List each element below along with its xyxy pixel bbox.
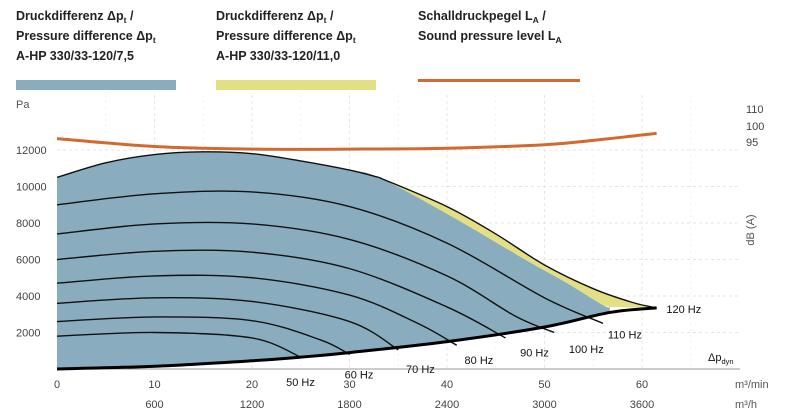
x-unit-primary: m³/min xyxy=(735,379,769,391)
areas xyxy=(56,151,657,369)
legend-item-11-0: Druckdifferenz Δpt / Pressure difference… xyxy=(216,9,376,90)
legend-sound-line1: Schalldruckpegel LA / xyxy=(418,9,546,25)
legend-item-7-5: Druckdifferenz Δpt / Pressure difference… xyxy=(16,9,176,90)
legend-7-5-line2: Pressure difference Δpt xyxy=(16,29,156,45)
right-tick-label: 95 xyxy=(746,137,758,149)
speed-curve xyxy=(56,249,506,339)
speed-curve xyxy=(56,221,555,334)
x-tick-label: 10 xyxy=(148,379,160,391)
speed-label: 60 Hz xyxy=(345,369,374,381)
x-tick-label: 30 xyxy=(343,379,355,391)
x-tick-label: 20 xyxy=(246,379,258,391)
x-unit-secondary: m³/h xyxy=(735,399,757,411)
legend-sound-swatch xyxy=(418,79,580,82)
x-tick-label-secondary: 3600 xyxy=(630,399,654,411)
speed-label: 110 Hz xyxy=(608,329,642,341)
legend-7-5-swatch xyxy=(16,80,176,90)
legend-item-sound: Schalldruckpegel LA / Sound pressure lev… xyxy=(418,9,580,82)
y-axis-ticks: 2000 4000 6000 8000 10000 12000 xyxy=(16,145,47,340)
x-tick-label-secondary: 1800 xyxy=(337,399,361,411)
y-tick-label: 12000 xyxy=(16,145,47,157)
curve-labels: 120 Hz 110 Hz 100 Hz 90 Hz 80 Hz 70 Hz 60 Hz 50… xyxy=(286,304,701,389)
legend-11-0-line3: A-HP 330/33-120/11,0 xyxy=(216,49,340,63)
x-tick-label: 40 xyxy=(441,379,453,391)
speed-label: 100 Hz xyxy=(569,344,604,356)
legend-11-0-line2: Pressure difference Δpt xyxy=(216,29,356,45)
legend: Druckdifferenz Δpt / Pressure difference… xyxy=(16,9,580,90)
speed-label: 90 Hz xyxy=(520,348,549,360)
right-axis-label: dB (A) xyxy=(745,214,757,245)
x-tick-label-secondary: 2400 xyxy=(435,399,459,411)
x-tick-label-secondary: 3000 xyxy=(532,399,556,411)
legend-11-0-line1: Druckdifferenz Δpt / xyxy=(216,9,334,25)
system-curve xyxy=(56,306,657,371)
y-tick-label: 8000 xyxy=(16,218,40,230)
x-tick-label: 60 xyxy=(636,379,648,391)
x-tick-label: 50 xyxy=(538,379,550,391)
speed-curve xyxy=(56,274,458,346)
speed-label: 120 Hz xyxy=(666,304,701,316)
speed-curve xyxy=(56,316,350,356)
y-tick-label: 2000 xyxy=(16,328,40,340)
speed-label: 80 Hz xyxy=(465,355,494,367)
y-tick-label: 10000 xyxy=(16,182,47,194)
x-tick-label-secondary: 1200 xyxy=(240,399,264,411)
x-axis-primary-ticks: 0 10 20 30 40 50 60 xyxy=(54,379,648,391)
sound-level-line xyxy=(56,131,657,151)
right-axis-ticks: 110 100 95 xyxy=(746,104,764,149)
speed-label: 70 Hz xyxy=(406,364,435,376)
speed-curves xyxy=(56,190,604,358)
x-axis-secondary-ticks: 600 1200 1800 2400 3000 3600 xyxy=(145,399,654,411)
dyn-pressure-label: Δpdyn xyxy=(708,352,734,366)
legend-7-5-line3: A-HP 330/33-120/7,5 xyxy=(16,49,134,63)
speed-curve xyxy=(56,190,604,325)
curve-120hz-tail xyxy=(378,176,657,309)
system-curve-group xyxy=(56,306,657,371)
right-tick-label: 110 xyxy=(746,104,764,116)
speed-curve xyxy=(56,297,399,351)
speed-label: 50 Hz xyxy=(286,377,315,389)
curve-120hz-top xyxy=(56,151,379,179)
legend-sound-line2: Sound pressure level LA xyxy=(418,29,562,45)
y-tick-label: 4000 xyxy=(16,291,40,303)
y-tick-label: 6000 xyxy=(16,255,40,267)
area-11-0 xyxy=(378,177,657,308)
legend-7-5-line1: Druckdifferenz Δpt / xyxy=(16,9,134,25)
area-7-5 xyxy=(57,151,610,369)
x-tick-label: 0 xyxy=(54,379,60,391)
x-tick-label-secondary: 600 xyxy=(145,399,163,411)
y-unit-label: Pa xyxy=(16,99,30,111)
right-tick-label: 100 xyxy=(746,121,764,133)
legend-11-0-swatch xyxy=(216,80,376,90)
sound-level-group xyxy=(56,131,657,151)
speed-curve xyxy=(56,331,302,358)
